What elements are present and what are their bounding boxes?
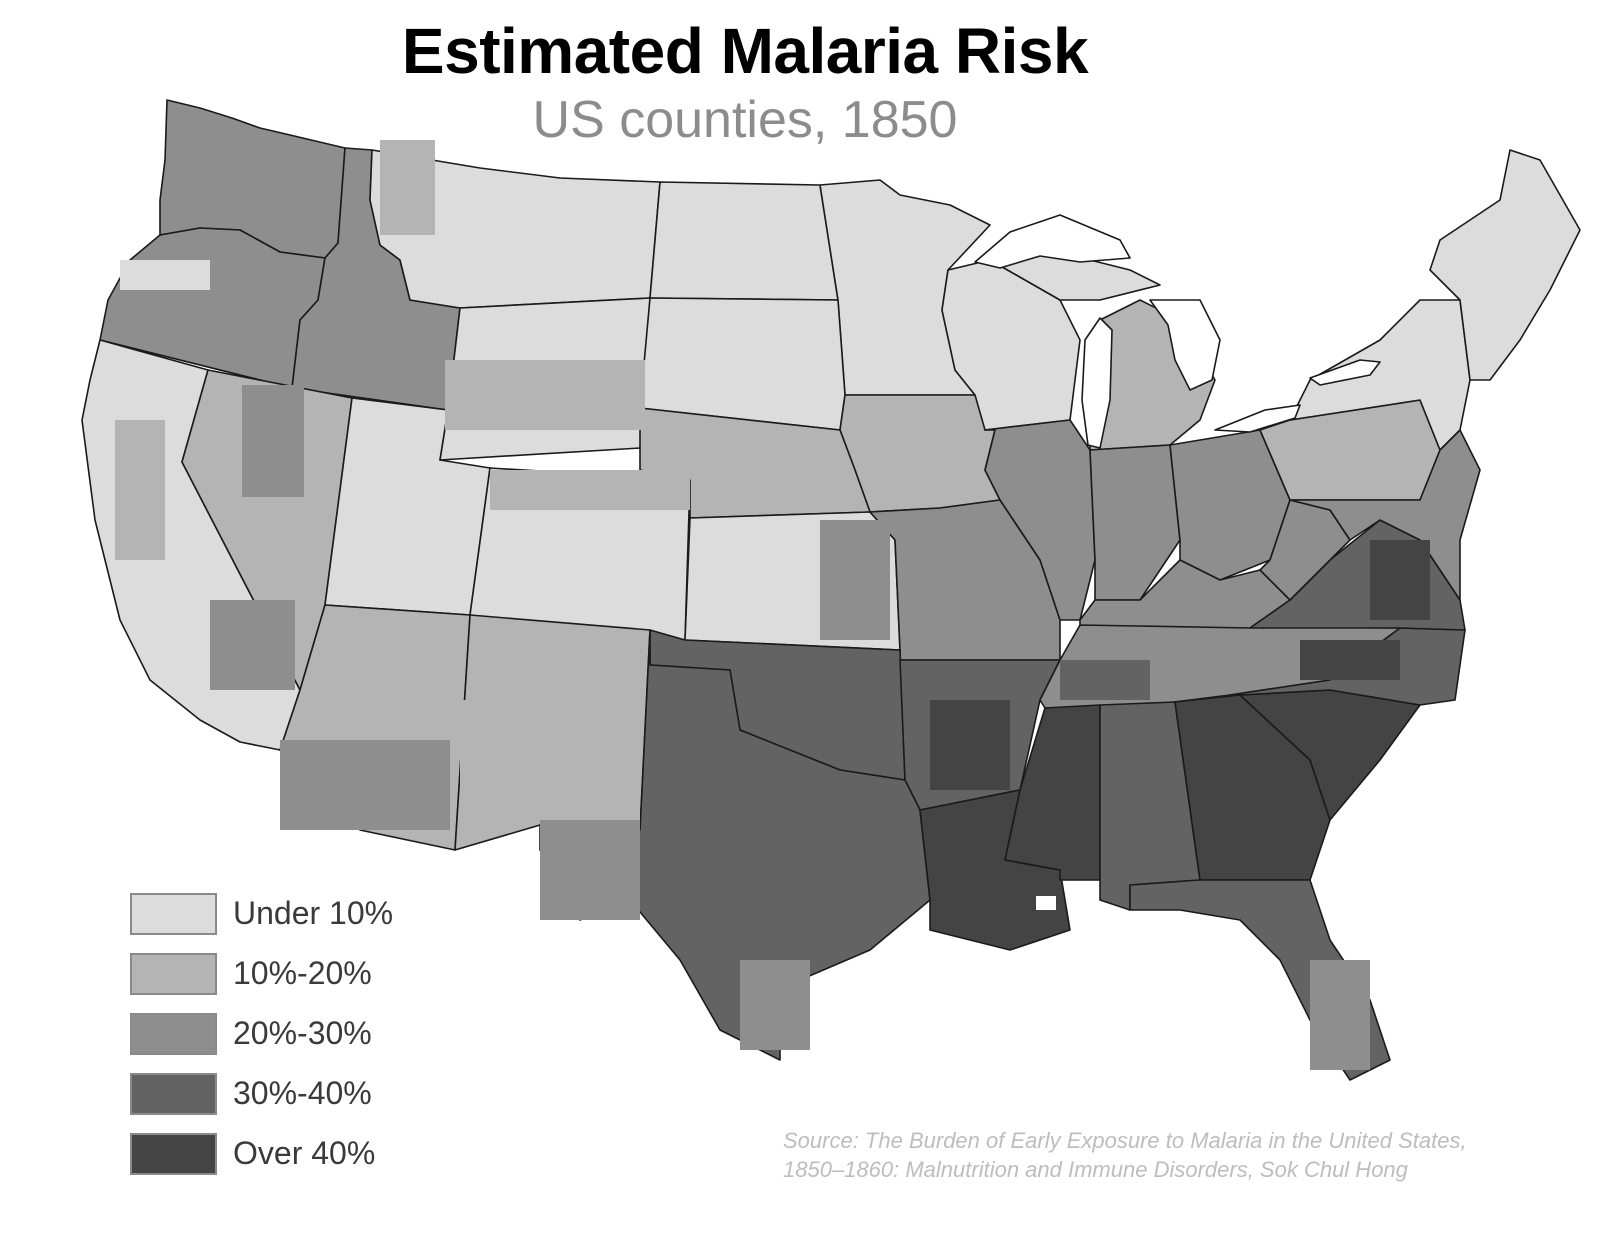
patch-texas-coast (740, 960, 810, 1050)
patch-colorado-band (490, 470, 690, 510)
legend-swatch (130, 1073, 217, 1115)
region-illinois (984, 419, 1096, 621)
patch-nevada-south (210, 600, 295, 690)
patch-utah-dark (242, 385, 304, 497)
patch-tennessee-dark (1060, 660, 1150, 700)
legend-label: 30%-40% (233, 1075, 372, 1111)
great-lakes (974, 214, 1381, 449)
legend-swatch (130, 953, 217, 995)
lake-ontario (1309, 359, 1381, 386)
lake-huron (1149, 299, 1221, 391)
legend-swatch (130, 1013, 217, 1055)
map-subtitle: US counties, 1850 (532, 91, 958, 149)
legend-swatch (130, 1133, 217, 1175)
region-new-england (1429, 149, 1581, 381)
lake-michigan (1081, 317, 1113, 449)
patch-wyoming-band (445, 360, 645, 430)
patch-kansas-east (820, 520, 890, 640)
legend-label: 10%-20% (233, 955, 372, 991)
patch-texas-west (540, 820, 640, 920)
legend-label: Under 10% (233, 895, 394, 931)
patch-louisiana-lake (1036, 896, 1056, 910)
patch-ca-valley (115, 420, 165, 560)
patch-newmex-south (460, 700, 640, 820)
patch-virginia-dark (1370, 540, 1430, 620)
patch-arizona-south (280, 740, 450, 830)
patch-arkansas-dark (930, 700, 1010, 790)
legend-label: 20%-30% (233, 1015, 372, 1051)
patch-florida-south (1310, 960, 1370, 1070)
region-missouri (869, 499, 1061, 661)
region-kentucky (1079, 559, 1291, 629)
legend-swatch (130, 893, 217, 935)
patch-oregon-light (120, 260, 210, 290)
region-north-dakota (649, 181, 839, 301)
patch-nc-dark (1300, 640, 1400, 680)
map-title: Estimated Malaria Risk (401, 15, 1089, 87)
lake-erie (1214, 404, 1301, 433)
source-note: Source: The Burden of Early Exposure to … (783, 1128, 1467, 1182)
region-south-dakota (639, 297, 846, 431)
patch-idaho-light (380, 140, 435, 235)
lake-superior (974, 214, 1131, 269)
region-mid-atlantic (1289, 429, 1481, 601)
legend-label: Over 40% (233, 1135, 376, 1171)
county-patches (115, 140, 1430, 1070)
